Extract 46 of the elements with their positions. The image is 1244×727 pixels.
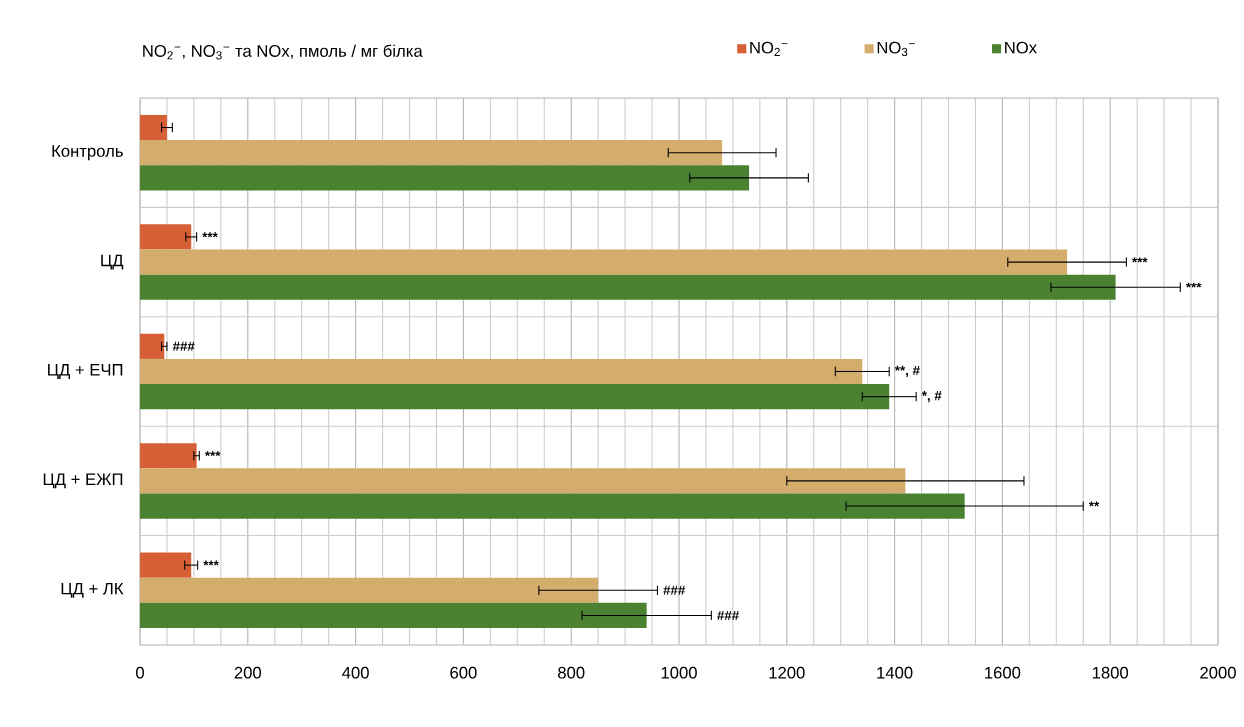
annotation: ** [1088,501,1100,507]
x-tick-label: 600 [450,666,477,679]
y-tick-label: ЦД + ЕЧП [48,364,123,379]
x-tick-label: 400 [342,666,369,679]
bar [140,114,167,141]
annotation: *** [203,560,219,566]
annotation: **, # [894,365,920,378]
x-tick-label: 1600 [985,666,1021,679]
x-tick-label: 2000 [1200,666,1236,679]
x-tick-label: 200 [234,666,262,679]
legend-label: NO$_{2}$− [750,41,788,56]
y-tick-label: Контроль [52,145,123,161]
y-tick-label: ЦД [101,254,124,270]
bar [140,493,965,519]
annotation: *** [1132,257,1148,263]
bar [140,577,599,603]
bar [140,468,906,494]
bar [140,249,1068,275]
annotation: ### [172,341,195,351]
y-tick-label: ЦД + ЛК [61,582,124,598]
x-tick-label: 1400 [877,666,913,679]
x-tick-label: 0 [136,666,144,679]
chart-title: NO$_{2}$$^{−}$, NO$_{3}$$^{−}$ та NOx, пмоль / мг білка [143,44,423,60]
x-tick-label: 800 [558,666,585,679]
bar [140,274,1116,300]
legend-label: NO$_{3}$− [877,41,915,57]
annotation: ### [663,585,686,595]
bar [140,443,197,469]
bar [140,224,192,250]
annotation: *** [1185,282,1202,288]
x-tick-label: 1200 [769,666,805,679]
bar [140,333,165,359]
bar [140,140,723,166]
annotation: ### [717,610,739,620]
bar [140,602,647,629]
annotation: *** [202,232,218,238]
y-tick-label: ЦД + ЕЖП [43,473,123,489]
bar [140,358,863,385]
x-tick-label: 1800 [1092,666,1129,679]
bar [140,165,750,191]
bar [140,384,890,410]
bar [140,552,192,578]
annotation: *, # [921,391,942,403]
annotation: *** [204,451,221,457]
legend-label: NOx [1005,41,1037,54]
x-tick-label: 1000 [661,666,697,679]
